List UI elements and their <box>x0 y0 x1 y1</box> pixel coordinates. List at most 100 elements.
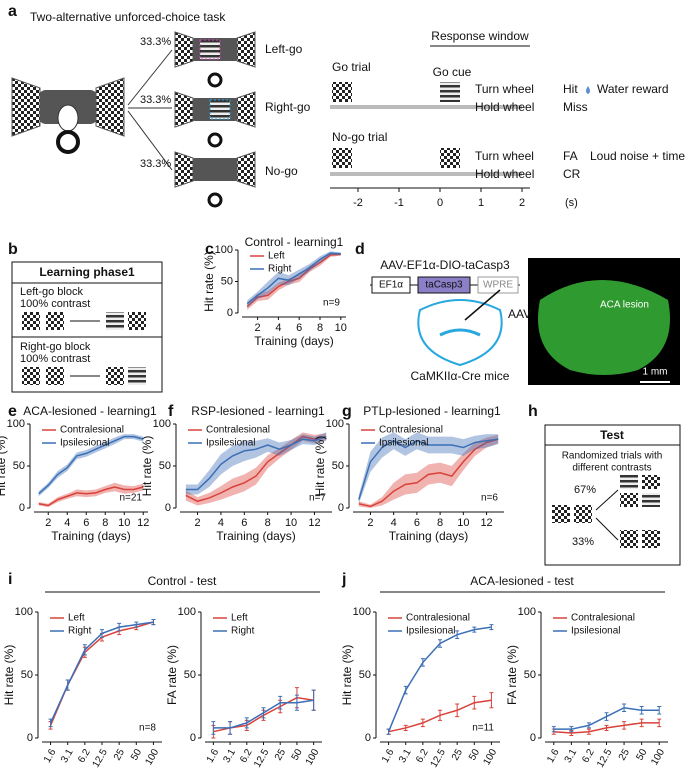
x-tick-label: 3.1 <box>59 747 76 765</box>
task-diagram <box>11 31 590 208</box>
outcome-label: CR <box>563 167 581 181</box>
y-tick-label: 100 <box>353 606 371 618</box>
y-tick-label: 0 <box>530 732 536 744</box>
test-probability: 33% <box>572 536 594 548</box>
x-tick-label: 12 <box>137 517 149 529</box>
outcome-label: Miss <box>563 100 588 114</box>
panel-label: h <box>528 403 538 420</box>
x-tick-label: 25 <box>273 747 288 763</box>
x-tick-label: 6 <box>296 322 302 334</box>
construct-element: WPRE <box>483 280 513 291</box>
x-tick-label: 4 <box>275 322 281 334</box>
legend-label: Contralesional <box>571 613 635 624</box>
chart-title: RSP-lesioned - learning1 <box>191 404 325 418</box>
learning-title: Learning phase1 <box>39 265 135 279</box>
y-axis-label: FA rate (%) <box>165 645 179 705</box>
x-tick-label: 8 <box>437 517 443 529</box>
timeline-tick-label: 0 <box>437 197 443 209</box>
x-tick-label: 3.1 <box>397 747 414 765</box>
y-tick-label: 50 <box>359 669 371 681</box>
y-axis-label: Hit rate (%) <box>313 436 327 497</box>
x-tick-label: 100 <box>143 747 161 767</box>
choice-label: Right-go <box>265 100 311 114</box>
y-tick-label: 0 <box>27 732 33 744</box>
probability: 33.3% <box>140 158 171 170</box>
series-line <box>38 486 144 507</box>
panel-label: b <box>8 241 18 258</box>
x-tick-label: 4 <box>64 517 70 529</box>
chart-title: PTLp-lesioned - learning1 <box>363 404 501 418</box>
x-tick-label: 10 <box>335 322 347 334</box>
x-tick-label: 2 <box>45 517 51 529</box>
x-tick-label: 12 <box>480 517 492 529</box>
error-band <box>358 432 499 504</box>
lesion-label: ACA lesion <box>600 300 649 311</box>
panel-label: i <box>8 571 12 588</box>
virus-label: AAV <box>508 307 531 321</box>
x-tick-label: 1.6 <box>380 747 397 765</box>
error-bar <box>211 721 216 735</box>
learning-box <box>11 261 163 393</box>
y-tick-label: 0 <box>338 502 344 514</box>
chart-title: Control - learning1 <box>245 235 344 249</box>
x-tick-label: 12.5 <box>252 747 271 770</box>
x-tick-label: 8 <box>317 322 323 334</box>
series-line <box>49 621 154 724</box>
probability: 33.3% <box>140 36 171 48</box>
test-description: different contrasts <box>572 463 651 474</box>
lesion-diagram <box>370 258 680 385</box>
y-axis-label: Hit rate (%) <box>0 436 8 497</box>
y-axis-label: FA rate (%) <box>505 645 519 705</box>
x-tick-label: 2 <box>367 517 373 529</box>
y-tick-label: 100 <box>178 606 196 618</box>
x-tick-label: 4 <box>391 517 397 529</box>
x-tick-label: 6.2 <box>76 747 93 765</box>
annotation: n=7 <box>309 493 326 504</box>
x-axis-label: Training (days) <box>254 334 334 348</box>
outcome-note: Water reward <box>597 82 669 96</box>
panel-label: f <box>168 403 174 420</box>
legend-label: Ipsilesional <box>571 626 620 637</box>
y-tick-label: 50 <box>13 460 25 472</box>
x-tick-label: 6 <box>241 517 247 529</box>
legend-label: Right <box>231 626 255 637</box>
error-band <box>38 482 144 508</box>
action-label: Turn wheel <box>475 149 534 163</box>
legend-label: Left <box>231 613 248 624</box>
error-bar <box>489 624 494 631</box>
task-title: Two-alternative unforced-choice task <box>30 10 226 24</box>
mouse-label: CaMKIIα-Cre mice <box>411 369 510 383</box>
x-tick-label: 50 <box>290 747 305 763</box>
error-band <box>185 432 327 495</box>
x-tick-label: 6 <box>414 517 420 529</box>
legend-label: Right <box>68 626 92 637</box>
x-tick-label: 25 <box>450 747 465 763</box>
x-tick-label: 6 <box>83 517 89 529</box>
series-line <box>553 706 660 730</box>
y-tick-label: 100 <box>518 606 536 618</box>
x-tick-label: 50 <box>129 747 144 763</box>
annotation: n=11 <box>472 723 494 734</box>
panel-label: c <box>205 241 214 258</box>
x-tick-label: 100 <box>481 747 499 767</box>
block-contrast: 100% contrast <box>20 353 90 365</box>
y-tick-label: 50 <box>221 275 233 287</box>
y-tick-label: 50 <box>184 669 196 681</box>
error-bar <box>151 619 156 626</box>
construct-element: EF1α <box>379 280 403 291</box>
x-axis-label: Training (days) <box>389 529 469 543</box>
legend-label: Right <box>268 264 292 275</box>
x-axis-label: Training (days) <box>216 529 296 543</box>
timeline-tick-label: -1 <box>394 197 404 209</box>
annotation: n=6 <box>481 493 498 504</box>
error-band <box>358 434 499 508</box>
y-axis-label: Hit rate (%) <box>140 436 154 497</box>
y-tick-label: 100 <box>153 418 171 430</box>
y-tick-label: 50 <box>524 669 536 681</box>
annotation: n=21 <box>119 493 142 504</box>
panel-label: j <box>341 571 346 588</box>
legend-label: Contralesional <box>60 425 124 436</box>
x-tick-label: 2 <box>194 517 200 529</box>
error-bar <box>311 689 316 711</box>
outcome-note: Loud noise + timeout <box>590 149 685 163</box>
